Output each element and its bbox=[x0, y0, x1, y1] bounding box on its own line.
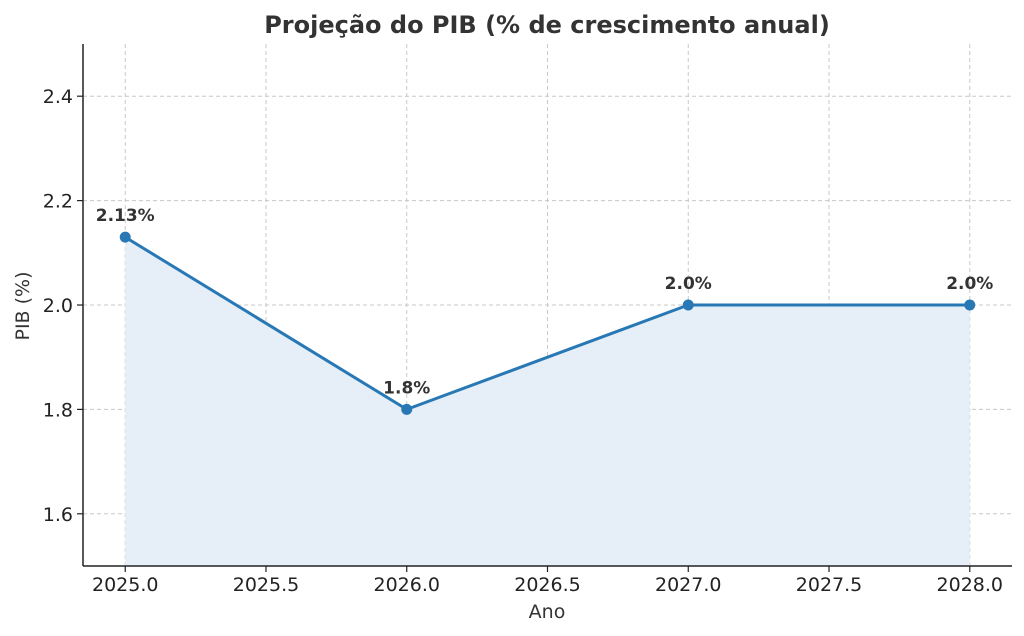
x-tick-label: 2025.5 bbox=[233, 574, 299, 596]
data-point bbox=[964, 299, 976, 311]
x-tick-label: 2025.0 bbox=[92, 574, 158, 596]
x-tick-labels: 2025.0 2025.5 2026.0 2026.5 2027.0 2027.5 2028… bbox=[92, 574, 1003, 596]
y-tick-label: 2.4 bbox=[43, 86, 73, 108]
data-label: 2.0% bbox=[665, 274, 712, 294]
x-tick-label: 2028.0 bbox=[937, 574, 1003, 596]
y-tick-label: 1.8 bbox=[43, 399, 73, 421]
data-point bbox=[401, 403, 413, 415]
series-line-layer bbox=[124, 235, 970, 411]
data-label: 1.8% bbox=[383, 378, 430, 398]
area-fill-layer bbox=[125, 237, 970, 566]
chart-title: Projeção do PIB (% de crescimento anual) bbox=[264, 11, 830, 39]
y-tick-label: 1.6 bbox=[43, 504, 73, 526]
data-points-layer bbox=[119, 231, 976, 415]
axes-layer bbox=[77, 44, 1012, 572]
data-labels-layer: 2.13% 1.8% 2.0% 2.0% bbox=[96, 206, 994, 398]
area-fill bbox=[125, 237, 970, 566]
data-point bbox=[682, 299, 694, 311]
series-line bbox=[124, 235, 970, 411]
x-tick-label: 2027.0 bbox=[655, 574, 721, 596]
data-label: 2.13% bbox=[96, 206, 155, 226]
y-tick-label: 2.2 bbox=[43, 191, 73, 213]
x-tick-label: 2026.5 bbox=[514, 574, 580, 596]
x-axis-label: Ano bbox=[529, 601, 566, 623]
y-tick-labels: 1.6 1.8 2.0 2.2 2.4 bbox=[43, 86, 73, 526]
x-tick-label: 2027.5 bbox=[796, 574, 862, 596]
y-axis-label: PIB (%) bbox=[12, 271, 34, 340]
x-tick-label: 2026.0 bbox=[374, 574, 440, 596]
data-point bbox=[119, 231, 131, 243]
y-tick-label: 2.0 bbox=[43, 295, 73, 317]
data-label: 2.0% bbox=[946, 274, 993, 294]
